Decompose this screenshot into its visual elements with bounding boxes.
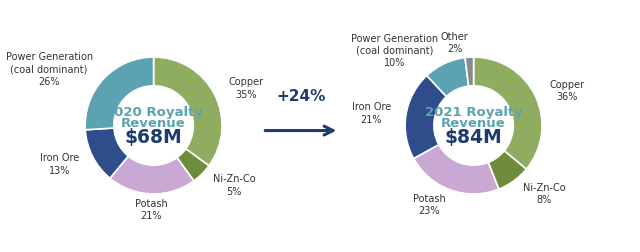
Wedge shape [465,58,474,87]
Text: Ni-Zn-Co
8%: Ni-Zn-Co 8% [523,182,565,204]
Text: Ni-Zn-Co
5%: Ni-Zn-Co 5% [212,174,255,196]
Wedge shape [85,129,128,178]
Text: 2021 Royalty: 2021 Royalty [425,106,522,119]
Text: Revenue: Revenue [121,117,186,130]
Wedge shape [474,58,542,169]
Text: $84M: $84M [445,128,502,146]
Text: Iron Ore
13%: Iron Ore 13% [40,153,79,175]
Wedge shape [110,156,194,194]
Text: Copper
36%: Copper 36% [549,79,584,102]
Text: Potash
23%: Potash 23% [413,193,445,215]
Wedge shape [154,58,222,166]
Text: $68M: $68M [125,128,182,146]
Text: 2020 Royalty: 2020 Royalty [104,106,203,119]
Wedge shape [177,149,209,181]
Text: Copper
35%: Copper 35% [228,77,263,99]
Wedge shape [488,151,526,190]
Text: Potash
21%: Potash 21% [134,198,167,220]
Wedge shape [413,145,499,194]
Text: Iron Ore
21%: Iron Ore 21% [352,102,391,124]
Text: Power Generation
(coal dominant)
26%: Power Generation (coal dominant) 26% [6,52,93,86]
Wedge shape [405,76,447,159]
Text: Revenue: Revenue [441,117,506,130]
Wedge shape [85,58,154,130]
Wedge shape [427,58,468,97]
Text: +24%: +24% [276,88,326,103]
Text: Other
2%: Other 2% [440,32,468,54]
Text: Power Generation
(coal dominant)
10%: Power Generation (coal dominant) 10% [351,34,438,68]
